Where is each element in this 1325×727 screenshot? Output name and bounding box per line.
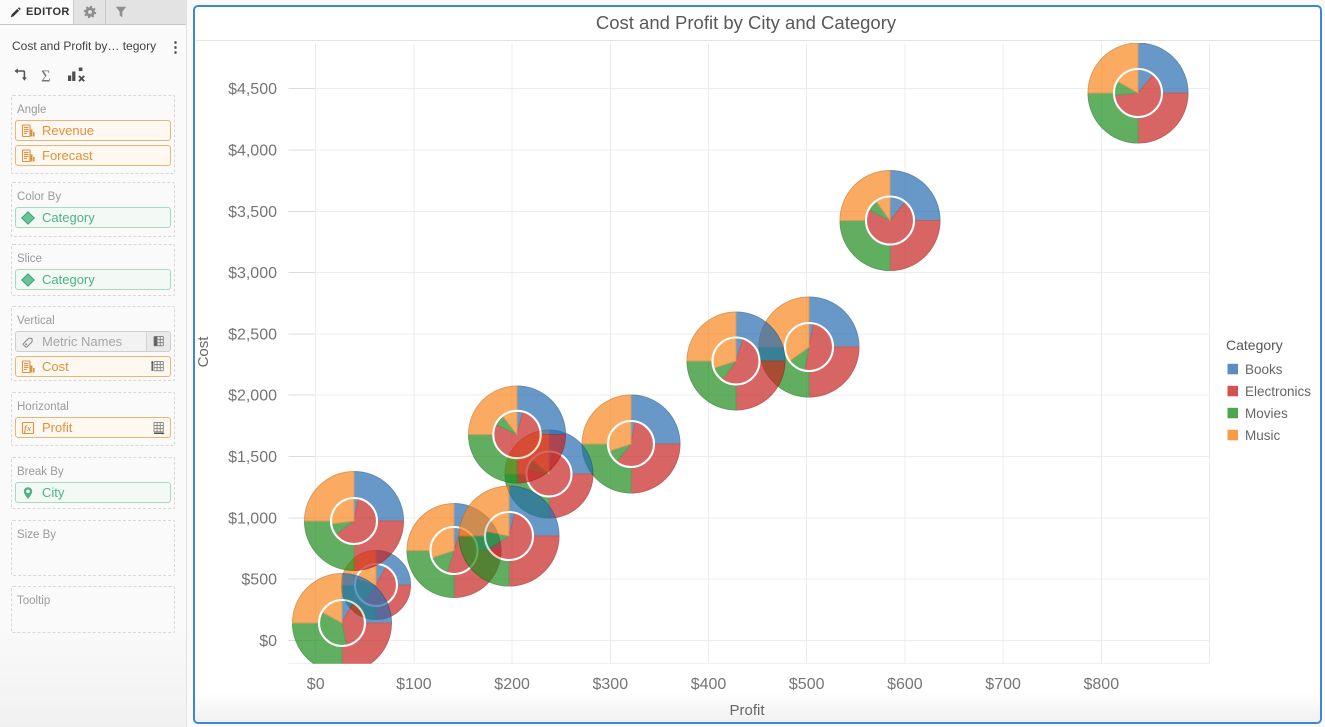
svg-text:$100: $100	[396, 676, 432, 693]
svg-text:Electronics: Electronics	[1245, 384, 1311, 399]
svg-text:$0: $0	[259, 633, 277, 650]
svg-text:Σ: Σ	[41, 67, 51, 85]
svg-text:$800: $800	[1084, 676, 1120, 693]
svg-text:$2,500: $2,500	[228, 326, 277, 343]
svg-text:$1,000: $1,000	[228, 510, 277, 527]
svg-text:$3,500: $3,500	[228, 204, 277, 221]
svg-text:$700: $700	[985, 676, 1021, 693]
svg-text:$0: $0	[307, 676, 325, 693]
svg-text:$4,000: $4,000	[228, 143, 277, 160]
svg-text:$400: $400	[691, 676, 727, 693]
svg-text:$3,000: $3,000	[228, 265, 277, 282]
svg-text:$500: $500	[241, 572, 277, 589]
svg-text:Cost and Profit by City and Ca: Cost and Profit by City and Category	[596, 12, 897, 33]
svg-text:Cost: Cost	[195, 336, 212, 368]
svg-text:Books: Books	[1245, 362, 1283, 377]
svg-text:$4,500: $4,500	[228, 81, 277, 98]
svg-text:Movies: Movies	[1245, 406, 1288, 421]
svg-text:Category: Category	[1226, 337, 1283, 353]
svg-text:fx: fx	[24, 423, 32, 433]
svg-text:Profit: Profit	[729, 702, 765, 719]
svg-text:$2,000: $2,000	[228, 388, 277, 405]
svg-text:$600: $600	[887, 676, 923, 693]
svg-text:$300: $300	[593, 676, 629, 693]
svg-text:$1,500: $1,500	[228, 449, 277, 466]
svg-text:$200: $200	[494, 676, 530, 693]
svg-text:Music: Music	[1245, 428, 1281, 443]
svg-text:$500: $500	[789, 676, 825, 693]
